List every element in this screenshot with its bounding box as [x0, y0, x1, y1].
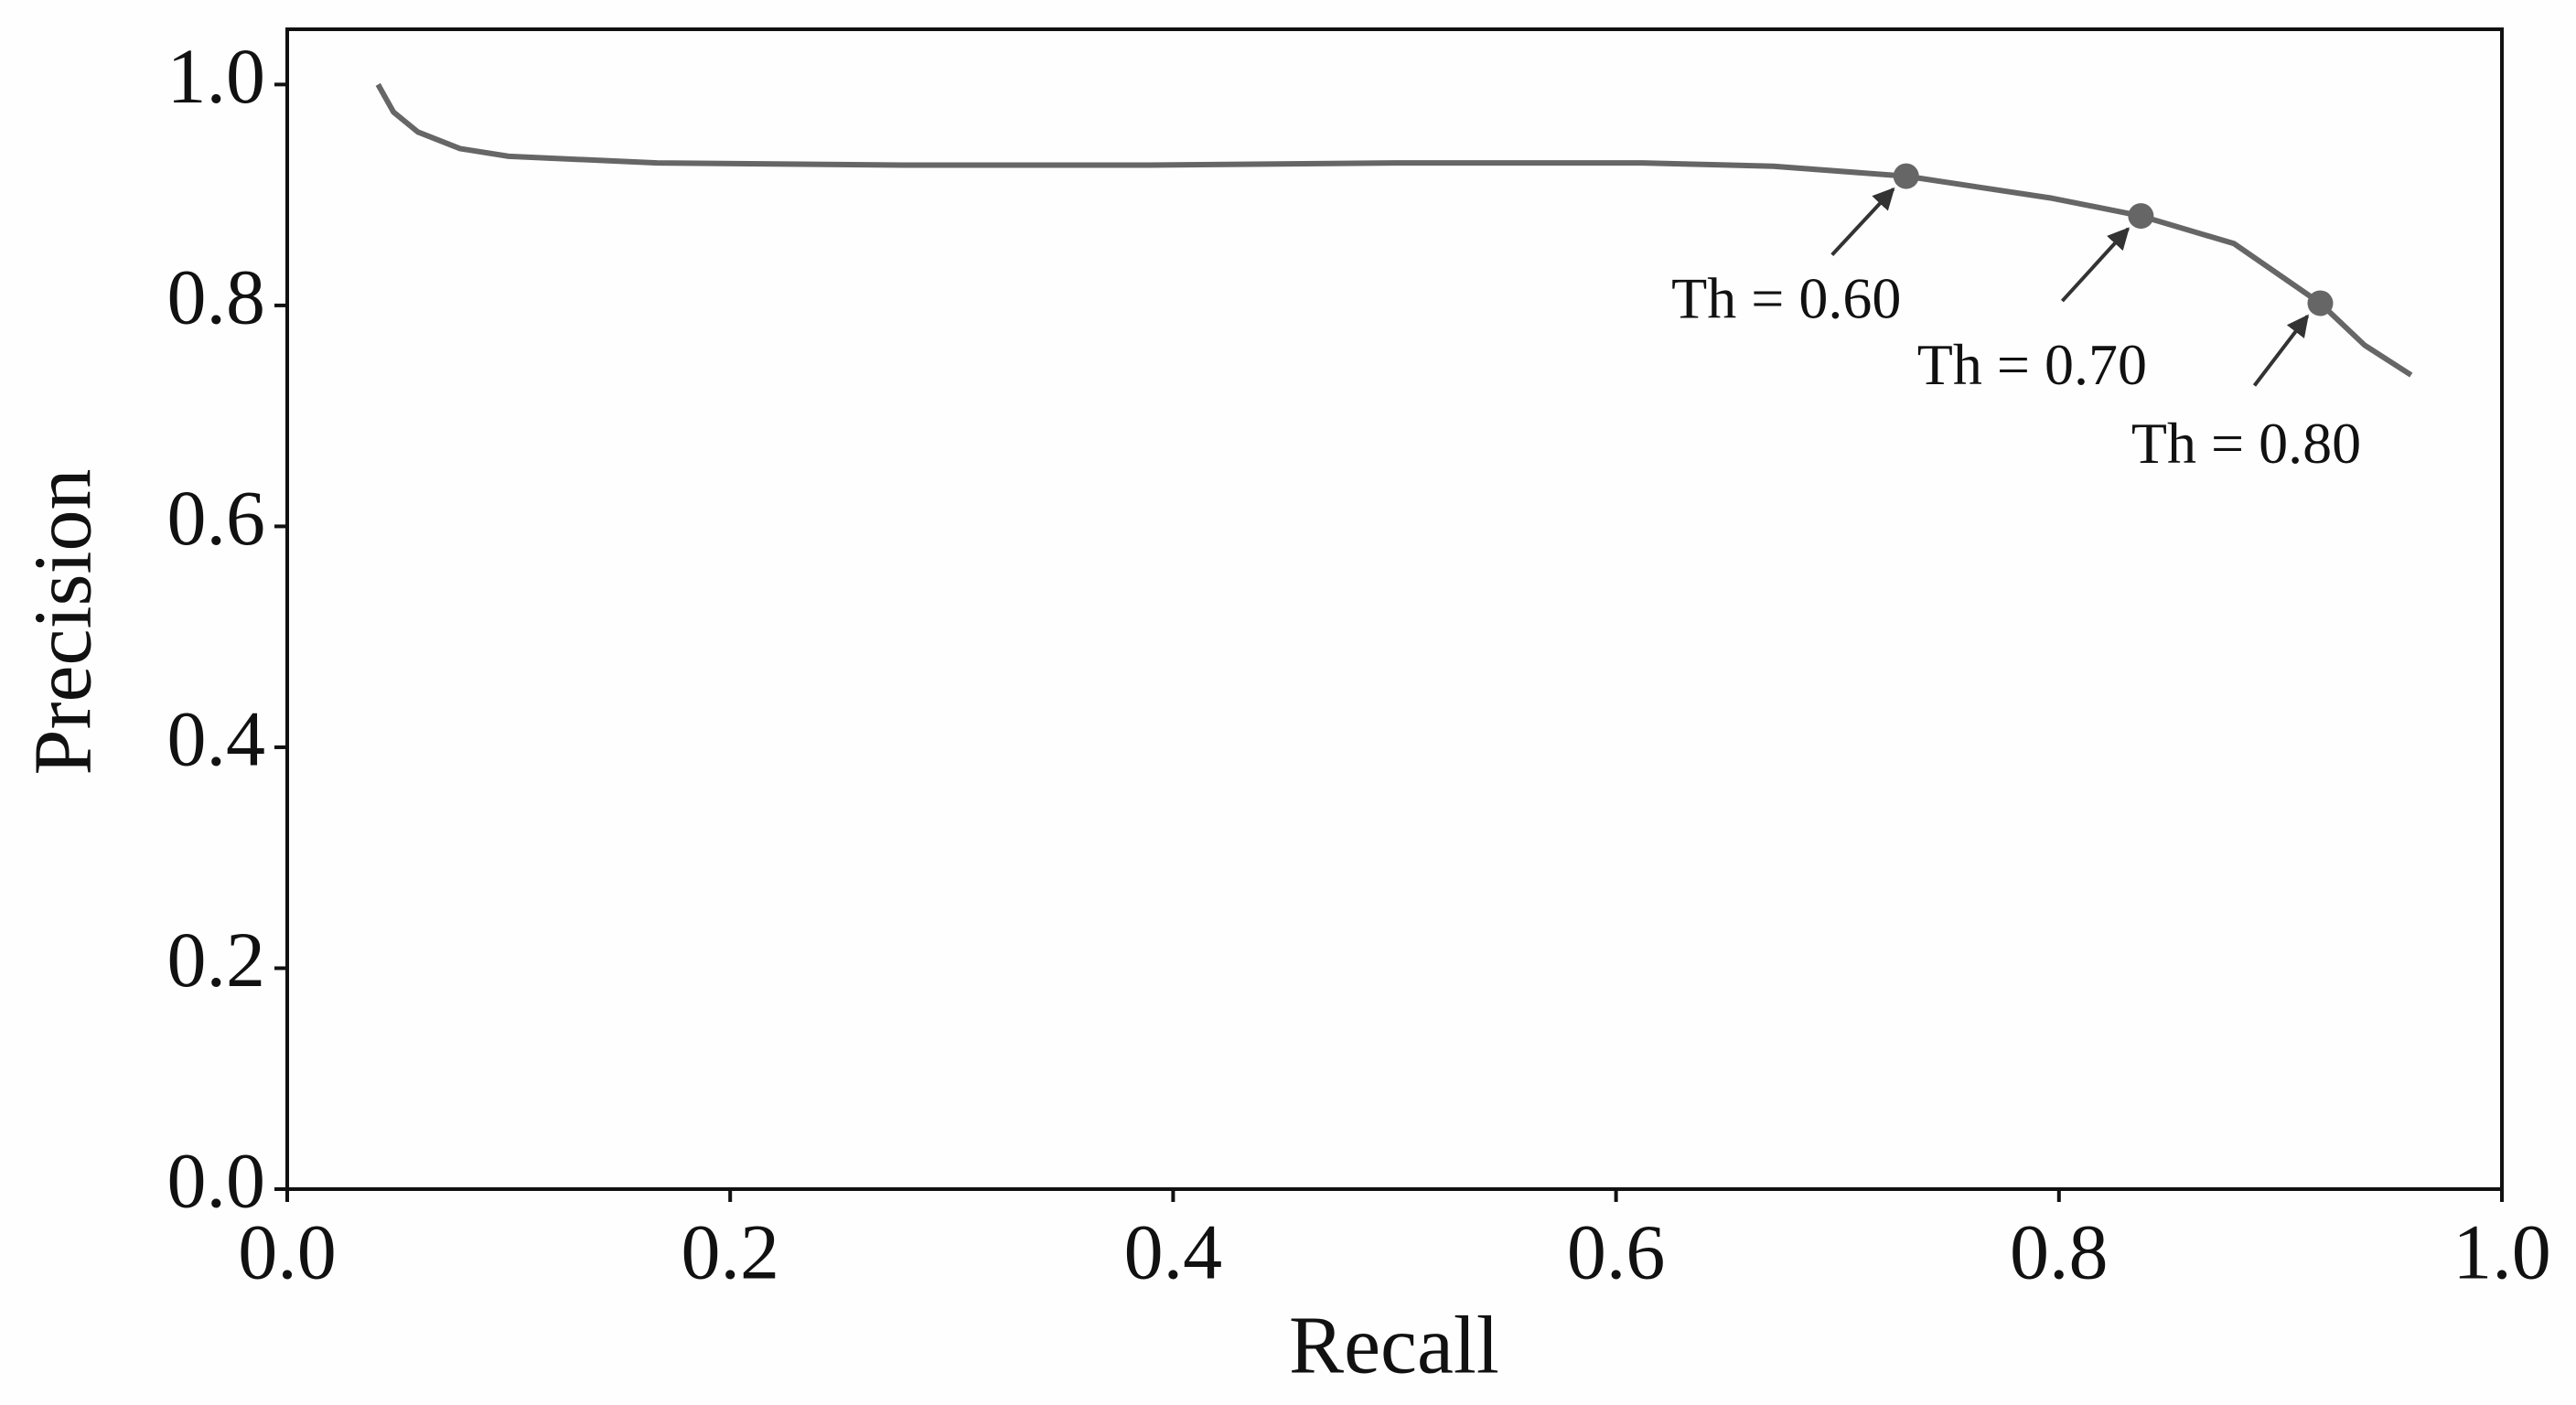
annotation-arrow [2252, 314, 2310, 387]
plot-frame [285, 27, 2504, 1191]
y-tick-label: 0.6 [167, 474, 266, 562]
x-tick-label: 0.4 [1124, 1208, 1223, 1296]
y-tick-label: 0.0 [167, 1137, 266, 1225]
threshold-point [2307, 290, 2334, 316]
threshold-label: Th = 0.70 [1917, 332, 2147, 397]
threshold-label: Th = 0.80 [2131, 411, 2361, 476]
x-tick-label: 0.8 [2010, 1208, 2109, 1296]
x-tick-label: 0.0 [238, 1208, 337, 1296]
x-axis-title: Recall [1289, 1301, 1499, 1391]
threshold-point [2128, 203, 2154, 230]
y-tick-label: 0.8 [167, 253, 266, 341]
y-tick-label: 0.2 [167, 916, 266, 1003]
y-axis-title: Precision [18, 469, 109, 776]
x-tick-label: 0.2 [681, 1208, 779, 1296]
y-tick-label: 0.4 [167, 695, 266, 783]
annotation-arrow [1830, 187, 1895, 256]
annotation-arrow [2060, 227, 2130, 303]
y-tick-label: 1.0 [167, 32, 266, 120]
x-tick-label: 0.6 [1567, 1208, 1666, 1296]
threshold-label: Th = 0.60 [1671, 265, 1901, 330]
x-tick-label: 1.0 [2453, 1208, 2551, 1296]
threshold-point [1893, 163, 1919, 189]
pr-curve [375, 82, 2413, 378]
